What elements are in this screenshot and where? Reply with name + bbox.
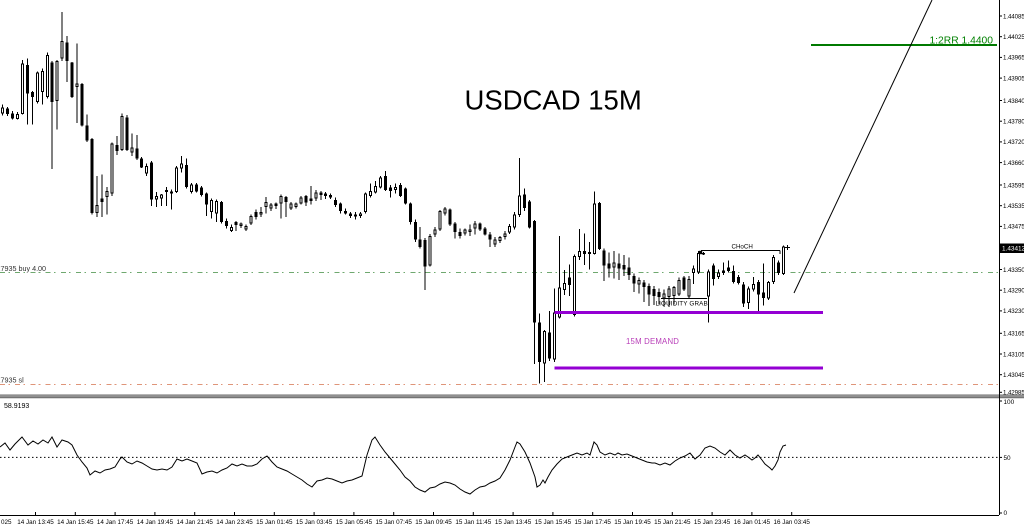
svg-text:1.44085: 1.44085 <box>1003 13 1024 20</box>
svg-text:14 Jan 19:45: 14 Jan 19:45 <box>137 519 174 526</box>
svg-text:15 Jan 09:45: 15 Jan 09:45 <box>415 519 452 526</box>
svg-text:16 Jan 01:45: 16 Jan 01:45 <box>734 519 771 526</box>
svg-text:0: 0 <box>1004 510 1008 517</box>
svg-text:14 Jan 15:45: 14 Jan 15:45 <box>57 519 94 526</box>
svg-text:1.42985: 1.42985 <box>1003 390 1024 397</box>
svg-text:1.43720: 1.43720 <box>1003 139 1024 146</box>
svg-text:1.43905: 1.43905 <box>1003 75 1024 82</box>
svg-text:USDCAD 15M: USDCAD 15M <box>465 85 642 116</box>
svg-text:15 Jan 13:45: 15 Jan 13:45 <box>495 519 532 526</box>
svg-text:14 Jan 17:45: 14 Jan 17:45 <box>97 519 134 526</box>
svg-text:1.44025: 1.44025 <box>1003 34 1024 41</box>
svg-text:15 Jan 23:45: 15 Jan 23:45 <box>694 519 731 526</box>
svg-text:1.43535: 1.43535 <box>1003 203 1024 210</box>
svg-text:1.43965: 1.43965 <box>1003 55 1024 62</box>
svg-text:15M DEMAND: 15M DEMAND <box>626 337 679 346</box>
svg-text:1.43230: 1.43230 <box>1003 308 1024 315</box>
svg-text:1.43165: 1.43165 <box>1003 331 1024 338</box>
svg-text:15 Jan 17:45: 15 Jan 17:45 <box>574 519 611 526</box>
svg-text:1.43780: 1.43780 <box>1003 119 1024 126</box>
svg-text:1.43412: 1.43412 <box>1002 246 1024 253</box>
svg-text:15 Jan 11:45: 15 Jan 11:45 <box>455 519 491 526</box>
svg-text:#27935 sl: #27935 sl <box>0 376 24 385</box>
svg-text:15 Jan 21:45: 15 Jan 21:45 <box>654 519 691 526</box>
svg-text:58.9193: 58.9193 <box>4 403 29 410</box>
svg-text:15 Jan 05:45: 15 Jan 05:45 <box>336 519 373 526</box>
svg-text:1.43105: 1.43105 <box>1003 351 1024 358</box>
svg-text:1:2RR 1.4400: 1:2RR 1.4400 <box>929 36 993 47</box>
svg-text:1.43475: 1.43475 <box>1003 224 1024 231</box>
svg-text:1.43595: 1.43595 <box>1003 182 1024 189</box>
svg-text:15 Jan 15:45: 15 Jan 15:45 <box>535 519 572 526</box>
svg-text:100: 100 <box>1004 399 1015 406</box>
svg-text:025: 025 <box>1 519 12 526</box>
svg-text:1.43290: 1.43290 <box>1003 288 1024 295</box>
svg-text:LIQUIDITY GRAB: LIQUIDITY GRAB <box>656 301 708 308</box>
svg-text:14 Jan 21:45: 14 Jan 21:45 <box>176 519 213 526</box>
svg-text:14 Jan 23:45: 14 Jan 23:45 <box>216 519 253 526</box>
svg-text:1.43660: 1.43660 <box>1003 160 1024 167</box>
svg-text:1.43045: 1.43045 <box>1003 372 1024 379</box>
svg-text:15 Jan 01:45: 15 Jan 01:45 <box>256 519 293 526</box>
svg-text:15 Jan 19:45: 15 Jan 19:45 <box>614 519 651 526</box>
svg-text:1.43350: 1.43350 <box>1003 267 1024 274</box>
svg-text:#27935 buy 4.00: #27935 buy 4.00 <box>0 264 46 273</box>
svg-text:16 Jan 03:45: 16 Jan 03:45 <box>773 519 810 526</box>
svg-text:CHoCH: CHoCH <box>732 244 753 251</box>
svg-text:15 Jan 03:45: 15 Jan 03:45 <box>296 519 333 526</box>
svg-text:14 Jan 13:45: 14 Jan 13:45 <box>17 519 54 526</box>
svg-text:50: 50 <box>1004 455 1012 462</box>
svg-text:15 Jan 07:45: 15 Jan 07:45 <box>375 519 412 526</box>
svg-text:1.43840: 1.43840 <box>1003 98 1024 105</box>
